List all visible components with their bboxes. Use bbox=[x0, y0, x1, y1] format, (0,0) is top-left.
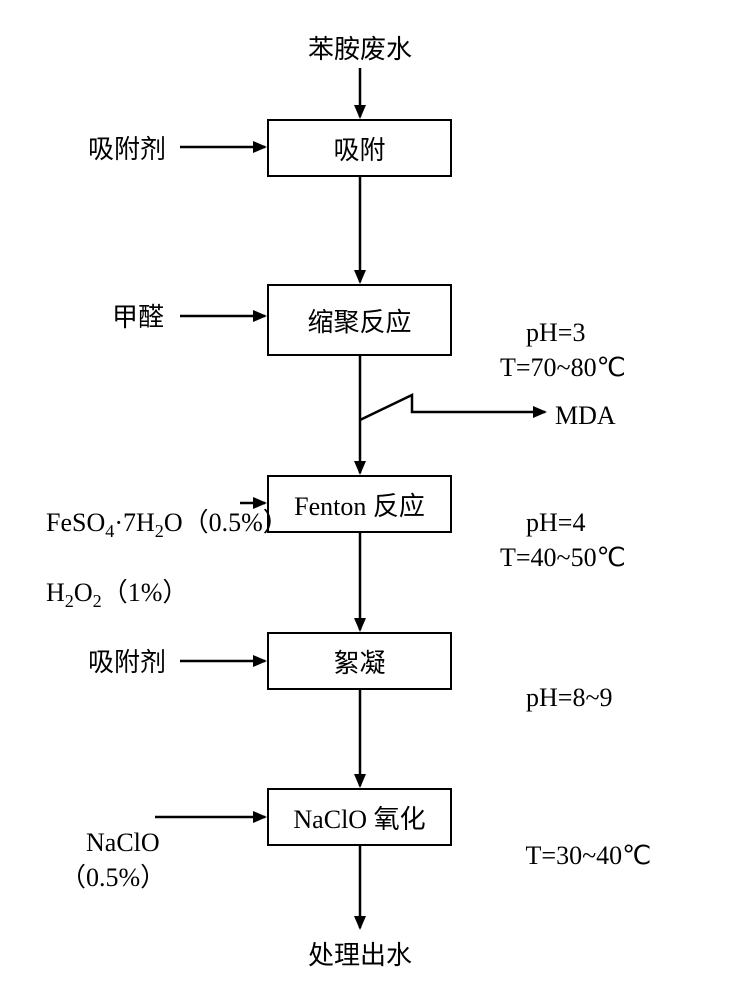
step-naclo-oxidation-label: NaClO 氧化 bbox=[293, 799, 425, 836]
input-label-top: 苯胺废水 bbox=[308, 32, 412, 67]
step-polycondensation: 缩聚反应 bbox=[267, 284, 452, 356]
params-flocculation: pH=8~9 bbox=[500, 645, 613, 750]
input-naclo: NaClO（0.5%） bbox=[60, 790, 166, 930]
step-adsorption-label: 吸附 bbox=[333, 130, 385, 167]
input-adsorbent-1: 吸附剂 bbox=[88, 132, 166, 167]
input-formaldehyde: 甲醛 bbox=[112, 300, 164, 335]
step-adsorption: 吸附 bbox=[267, 119, 452, 177]
step-naclo-oxidation: NaClO 氧化 bbox=[267, 788, 452, 846]
flowchart-canvas: 苯胺废水 吸附 缩聚反应 Fenton 反应 絮凝 NaClO 氧化 吸附剂 甲… bbox=[0, 0, 741, 1000]
output-label-bottom: 处理出水 bbox=[308, 938, 412, 973]
step-flocculation: 絮凝 bbox=[267, 632, 452, 690]
params-naclo: T=30~40℃ bbox=[500, 803, 651, 908]
step-fenton: Fenton 反应 bbox=[267, 475, 452, 533]
step-polycondensation-label: 缩聚反应 bbox=[307, 302, 411, 339]
params-fenton: pH=4T=40~50℃ bbox=[500, 470, 626, 610]
input-fenton-reagents: FeSO4·7H2O（0.5%） H2O2（1%） bbox=[20, 470, 289, 645]
output-mda: MDA bbox=[555, 398, 616, 433]
input-adsorbent-2: 吸附剂 bbox=[88, 645, 166, 680]
step-fenton-label: Fenton 反应 bbox=[294, 486, 425, 523]
step-flocculation-label: 絮凝 bbox=[333, 643, 385, 680]
